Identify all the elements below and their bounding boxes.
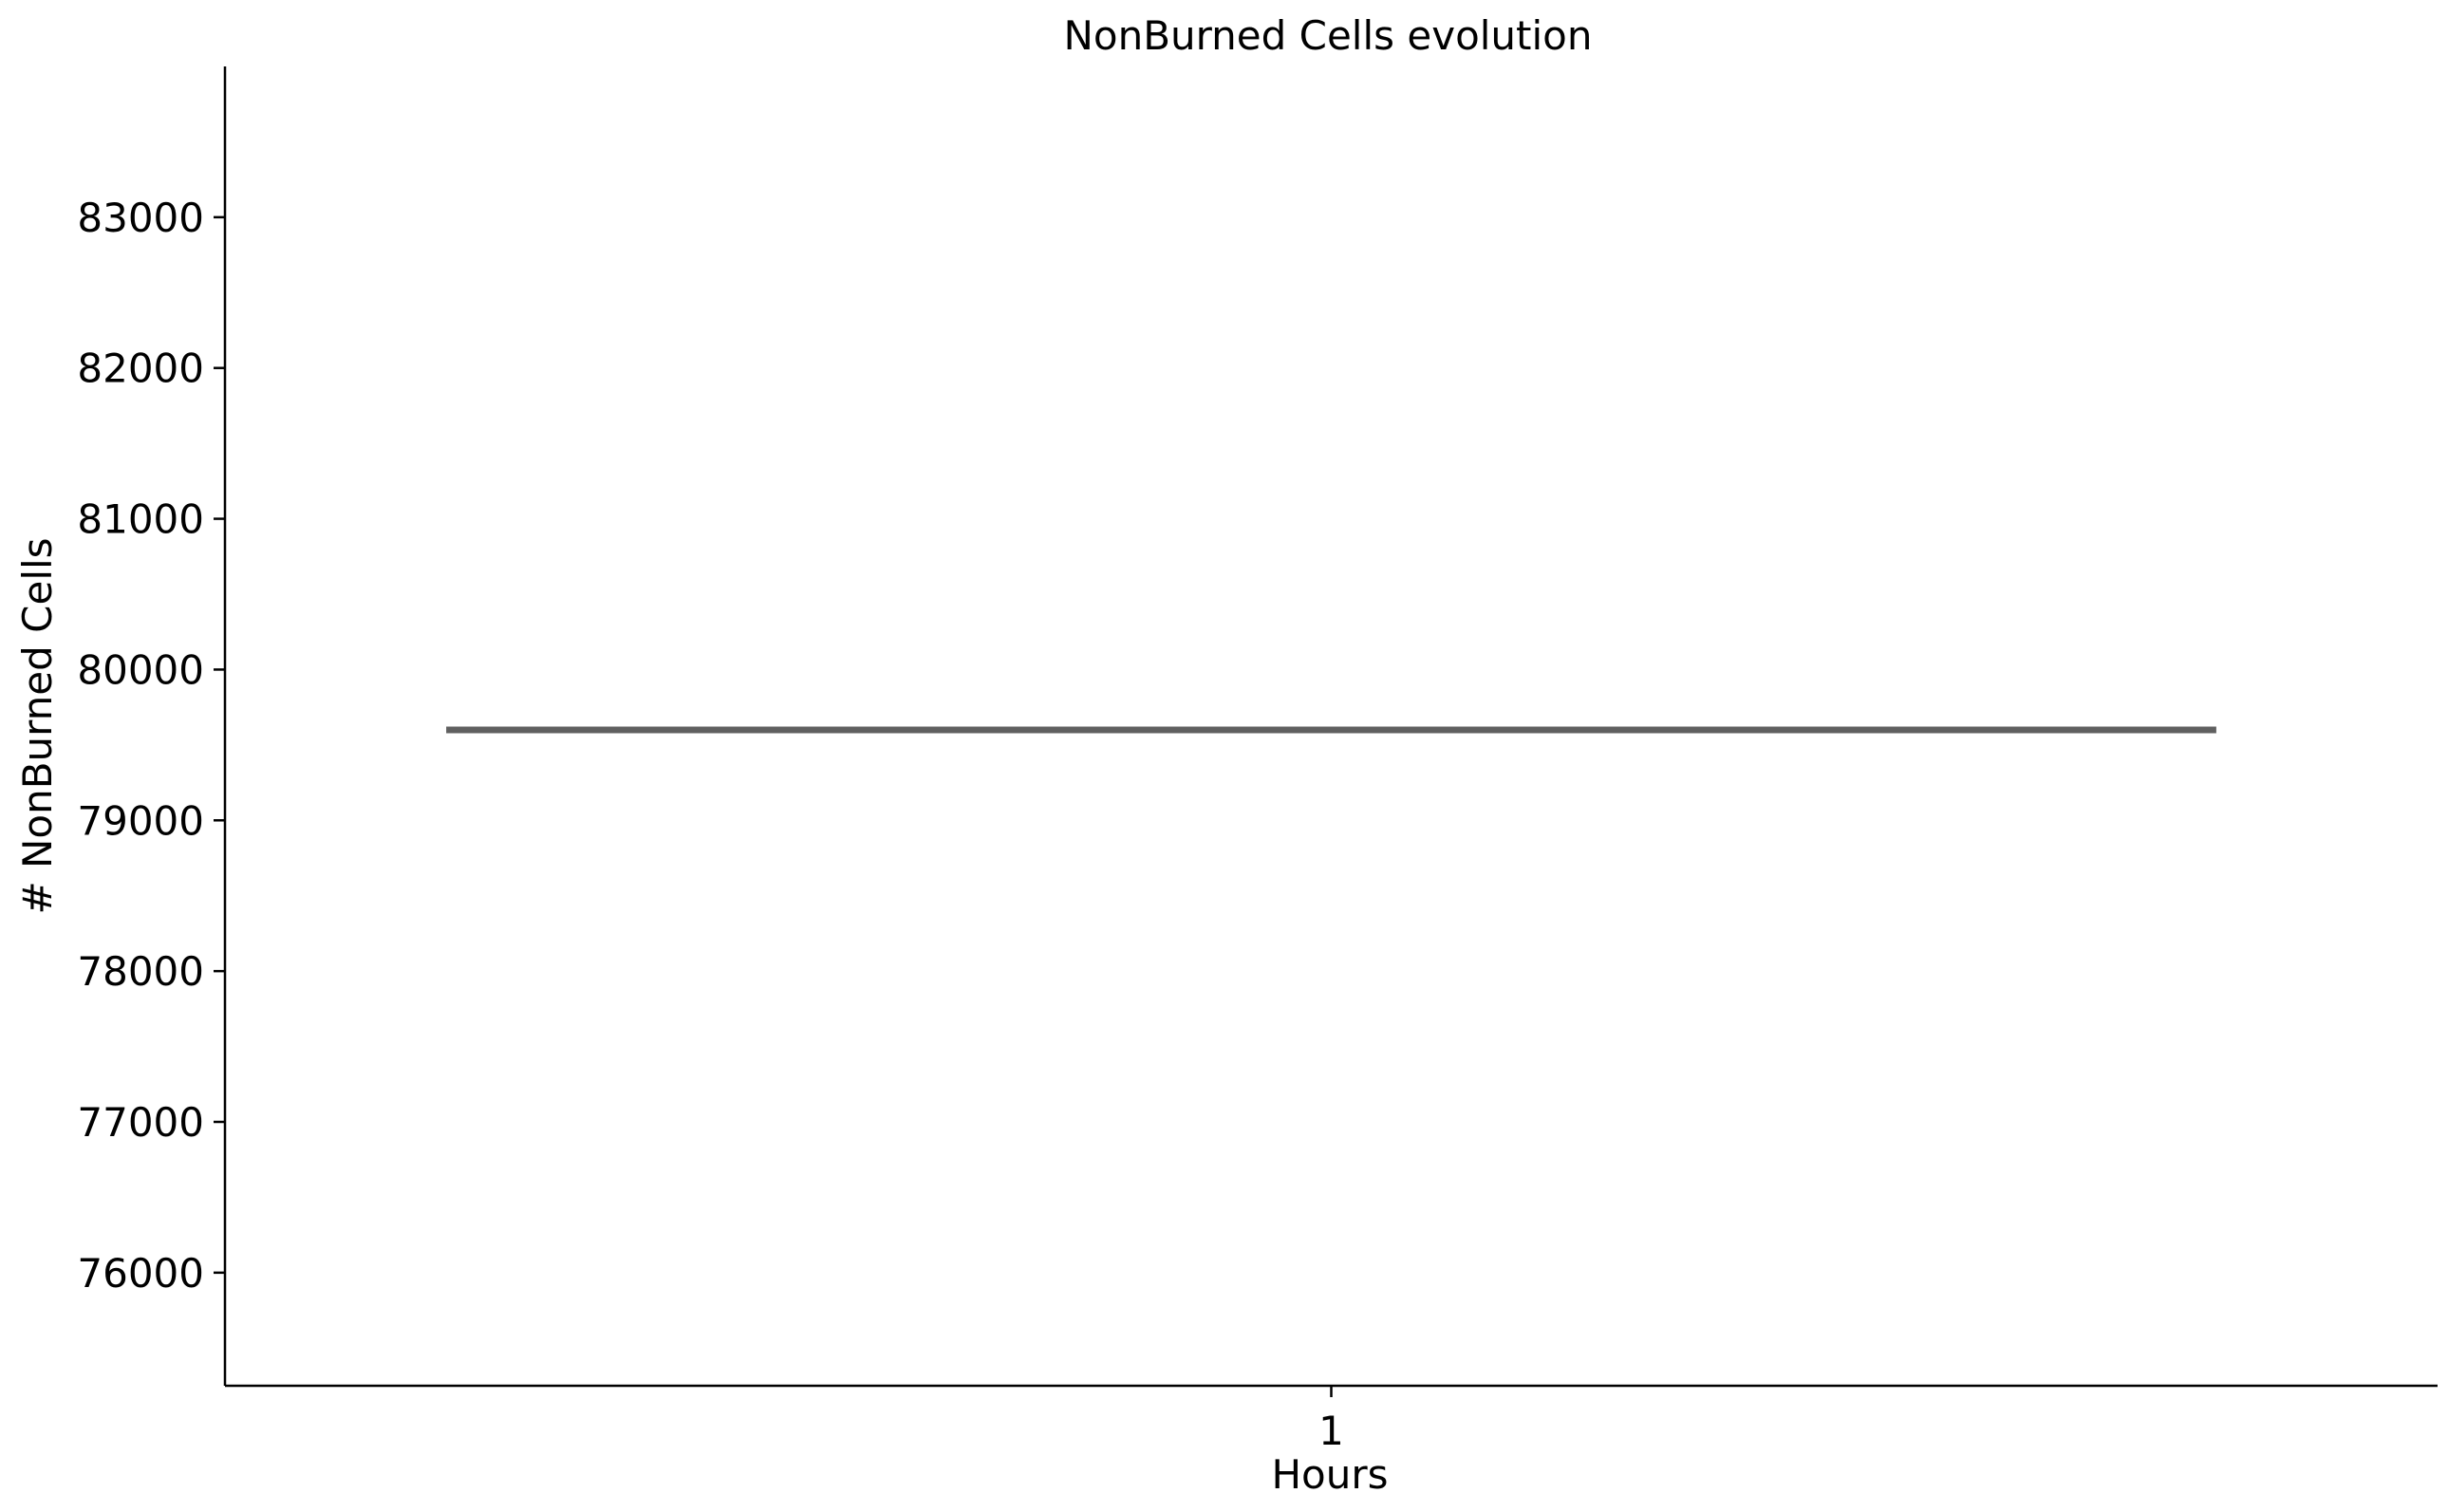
y-axis-title: # NonBurned Cells bbox=[14, 537, 61, 914]
y-tick-label: 82000 bbox=[77, 345, 204, 392]
chart-title: NonBurned Cells evolution bbox=[1063, 12, 1592, 59]
y-tick-label: 81000 bbox=[77, 496, 204, 543]
x-axis-ticks: 1 bbox=[1318, 1386, 1344, 1454]
x-axis-title: Hours bbox=[1271, 1451, 1388, 1498]
y-tick-label: 76000 bbox=[77, 1250, 204, 1297]
y-axis-ticks: 76000 77000 78000 79000 80000 81000 82000 83000 bbox=[77, 195, 225, 1297]
y-tick-label: 83000 bbox=[77, 195, 204, 241]
x-tick-label: 1 bbox=[1318, 1408, 1344, 1454]
y-tick-label: 77000 bbox=[77, 1099, 204, 1146]
y-tick-label: 78000 bbox=[77, 948, 204, 995]
y-tick-label: 80000 bbox=[77, 646, 204, 693]
y-tick-label: 79000 bbox=[77, 797, 204, 844]
